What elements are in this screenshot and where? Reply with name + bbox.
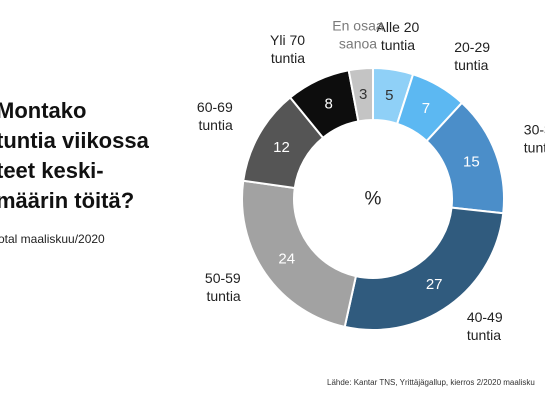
- slice-label-20-29-tuntia: 20-29 tuntia: [454, 39, 490, 73]
- slice-label-30-39-tuntia: 30-39tuntia: [524, 122, 545, 156]
- slice-value-20-29-tuntia: 7: [422, 100, 430, 117]
- donut-slice-40-49-tuntia: [343, 206, 505, 331]
- slice-value-40-49-tuntia: 27: [426, 276, 443, 293]
- title-line-4: määrin töitä?: [0, 188, 135, 213]
- slice-value-alle-20-tuntia: 5: [385, 87, 393, 104]
- source-note: Lähde: Kantar TNS, Yrittäjägallup, kierr…: [327, 378, 535, 387]
- title-line-1: Montako: [0, 98, 87, 123]
- slice-value-50-59-tuntia: 24: [278, 250, 295, 267]
- slice-label-en-osaa-sanoa: En osaa sanoa: [332, 18, 384, 52]
- slice-value-60-69-tuntia: 12: [273, 139, 290, 156]
- slice-label-50-59-tuntia: 50-59 tuntia: [205, 270, 241, 304]
- slice-label-yli-70-tuntia: Yli 70 tuntia: [270, 32, 305, 66]
- donut-slice-en-osaa-sanoa: [347, 66, 374, 123]
- title-line-3: teet keski-: [0, 158, 104, 183]
- donut-center-label: %: [365, 189, 382, 210]
- slice-value-en-osaa-sanoa: 3: [359, 86, 367, 103]
- donut-slice-50-59-tuntia: [241, 179, 358, 329]
- chart-subtitle: otal maaliskuu/2020: [0, 232, 105, 246]
- slice-value-30-39-tuntia: 15: [463, 154, 480, 171]
- slice-value-yli-70-tuntia: 8: [325, 95, 333, 112]
- slice-label-alle-20-tuntia: Alle 20 tuntia: [377, 19, 420, 53]
- title-line-2: tuntia viikossa: [0, 128, 149, 153]
- chart-title: Montako tuntia viikossa teet keski- määr…: [0, 96, 196, 216]
- slice-label-40-49-tuntia: 40-49 tuntia: [467, 309, 503, 343]
- slice-label-60-69-tuntia: 60-69 tuntia: [197, 99, 233, 133]
